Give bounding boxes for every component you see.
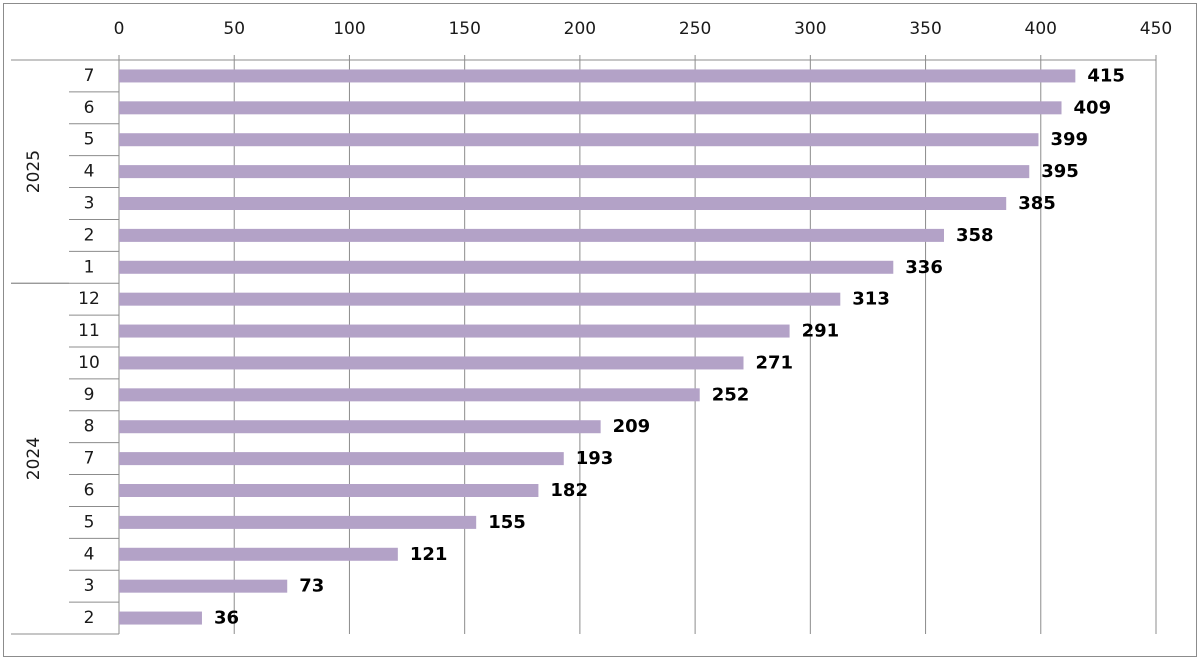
data-label: 209 [613, 416, 651, 437]
bar-2024-3 [119, 579, 288, 593]
data-label: 313 [852, 289, 890, 310]
data-label: 291 [802, 321, 840, 342]
x-tick-label: 300 [794, 19, 826, 39]
data-label: 358 [956, 225, 994, 246]
category-label: 8 [84, 417, 95, 437]
category-label: 1 [84, 257, 95, 277]
bar-2024-5 [119, 515, 477, 529]
bar-2024-9 [119, 388, 700, 402]
x-tick-label: 350 [909, 19, 941, 39]
x-tick-label: 200 [564, 19, 596, 39]
x-tick-label: 250 [679, 19, 711, 39]
category-label: 3 [84, 576, 95, 596]
category-label: 11 [78, 321, 100, 341]
bar-2024-7 [119, 452, 564, 466]
group-label-2025: 2025 [24, 150, 44, 193]
x-tick-label: 400 [1025, 19, 1057, 39]
category-label: 6 [84, 481, 95, 501]
data-label: 415 [1087, 65, 1125, 86]
bar-2024-6 [119, 484, 539, 497]
bar-2025-6 [119, 101, 1062, 115]
group-label-2024: 2024 [24, 437, 44, 480]
bar-2025-4 [119, 165, 1030, 179]
bar-2025-2 [119, 228, 944, 242]
category-label: 2 [84, 225, 95, 245]
bar-2025-5 [119, 133, 1039, 147]
data-label: 121 [410, 544, 448, 565]
x-tick-label: 50 [223, 19, 245, 39]
category-label: 4 [84, 162, 95, 182]
data-label: 409 [1074, 97, 1112, 118]
category-label: 10 [78, 353, 100, 373]
data-label: 193 [576, 448, 614, 469]
data-label: 385 [1018, 193, 1056, 214]
bar-2025-1 [119, 260, 894, 274]
category-label: 12 [78, 289, 100, 309]
data-label: 395 [1041, 161, 1079, 182]
bar-2024-11 [119, 324, 790, 338]
category-label: 5 [84, 130, 95, 150]
category-label: 6 [84, 98, 95, 118]
bar-2024-8 [119, 420, 601, 434]
x-tick-label: 0 [114, 19, 125, 39]
data-label: 271 [756, 352, 794, 373]
data-label: 73 [299, 576, 324, 597]
bar-2025-3 [119, 197, 1007, 210]
category-label: 2 [84, 608, 95, 628]
x-tick-label: 100 [333, 19, 365, 39]
category-label: 7 [84, 66, 95, 86]
bar-2024-10 [119, 356, 744, 370]
data-label: 336 [905, 257, 943, 278]
bar-2024-4 [119, 547, 398, 561]
category-label: 4 [84, 544, 95, 564]
bar-2024-12 [119, 292, 841, 306]
bar-2025-7 [119, 69, 1076, 83]
x-tick-label: 150 [448, 19, 480, 39]
category-label: 7 [84, 449, 95, 469]
bar-2024-2 [119, 611, 202, 625]
data-label: 182 [550, 480, 588, 501]
data-label: 36 [214, 608, 239, 629]
data-label: 155 [488, 512, 526, 533]
data-label: 399 [1050, 129, 1088, 150]
category-label: 9 [84, 385, 95, 405]
x-tick-label: 450 [1140, 19, 1172, 39]
category-label: 5 [84, 512, 95, 532]
data-label: 252 [712, 384, 750, 405]
category-label: 3 [84, 194, 95, 214]
